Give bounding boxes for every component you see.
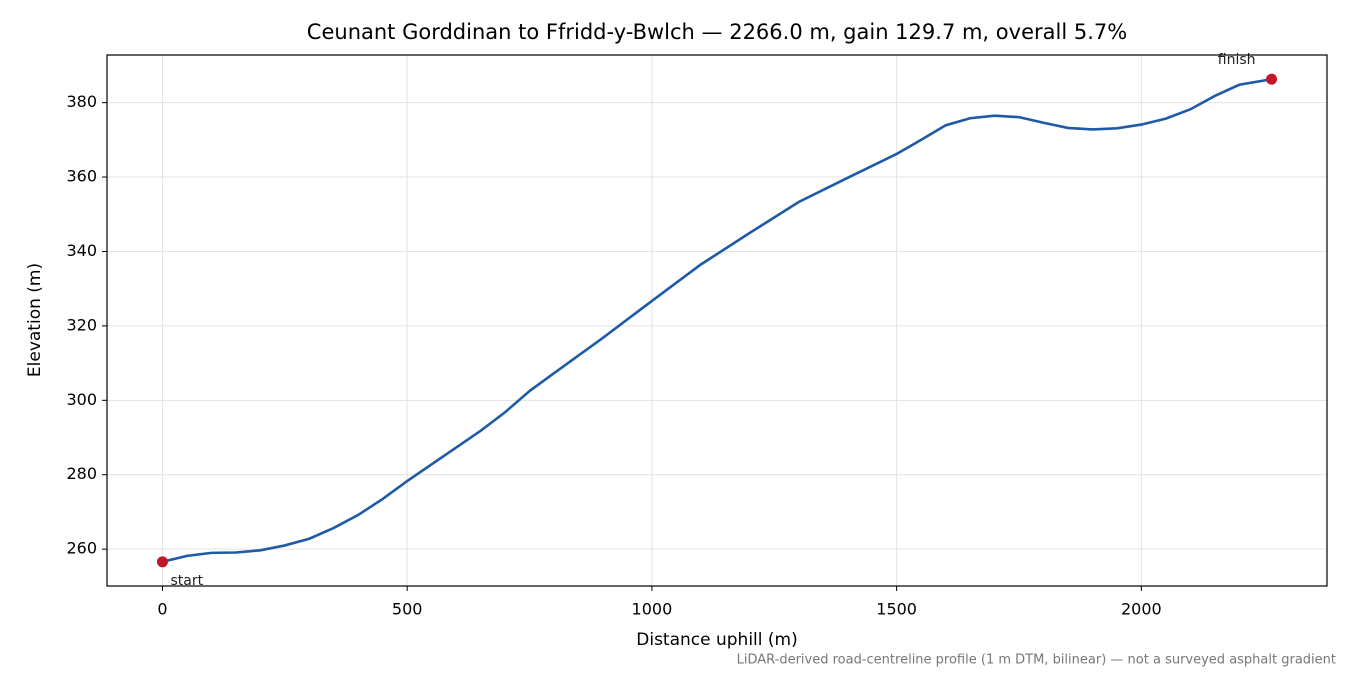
y-tick-label: 260 bbox=[66, 539, 97, 558]
endpoint-marker bbox=[156, 556, 168, 568]
x-tick-label: 1500 bbox=[876, 600, 917, 619]
annotation: finish bbox=[1218, 52, 1256, 68]
footnote: LiDAR-derived road-centreline profile (1… bbox=[737, 653, 1336, 668]
x-tick-label: 2000 bbox=[1121, 600, 1162, 619]
endpoint-marker bbox=[1266, 73, 1278, 85]
profile-line bbox=[162, 77, 1272, 564]
y-axis-label: Elevation (m) bbox=[25, 263, 45, 377]
y-tick-label: 300 bbox=[66, 390, 97, 409]
x-axis-label: Distance uphill (m) bbox=[636, 630, 797, 650]
x-tick-label: 1000 bbox=[632, 600, 673, 619]
x-tick-label: 0 bbox=[157, 600, 167, 619]
chart-title: Ceunant Gorddinan to Ffridd-y-Bwlch — 22… bbox=[307, 20, 1127, 44]
x-tick-label: 500 bbox=[392, 600, 423, 619]
y-tick-label: 280 bbox=[66, 464, 97, 483]
annotation: start bbox=[170, 573, 203, 589]
y-tick-label: 380 bbox=[66, 92, 97, 111]
y-tick-label: 340 bbox=[66, 241, 97, 260]
y-tick-label: 320 bbox=[66, 315, 97, 334]
y-tick-label: 360 bbox=[66, 167, 97, 186]
plot-frame bbox=[106, 54, 1328, 587]
